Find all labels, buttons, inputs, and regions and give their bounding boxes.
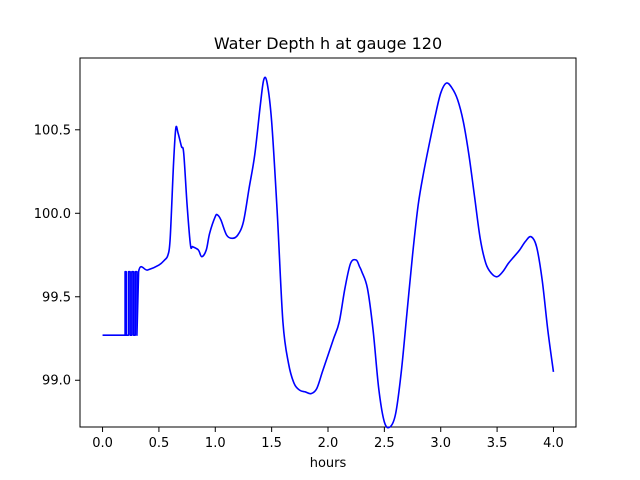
series-line [102, 76, 555, 429]
x-tick-label: 3.0 [430, 436, 451, 451]
y-tick-label: 100.5 [34, 123, 71, 138]
x-tick-label: 4.0 [543, 436, 564, 451]
y-tick-label: 99.0 [42, 374, 71, 389]
x-tick-label: 0.0 [92, 436, 113, 451]
y-axis: 99.0 99.5 100.0 100.5 [34, 123, 80, 389]
x-tick-label: 3.5 [487, 436, 508, 451]
x-tick-label: 0.5 [149, 436, 170, 451]
chart-title: Water Depth h at gauge 120 [214, 34, 442, 53]
y-tick-label: 99.5 [42, 290, 71, 305]
x-tick-label: 2.5 [374, 436, 395, 451]
x-axis: 0.0 0.5 1.0 1.5 2.0 2.5 3.0 3.5 4.0 [92, 427, 564, 451]
x-axis-label: hours [310, 456, 347, 471]
x-tick-label: 2.0 [318, 436, 339, 451]
y-tick-label: 100.0 [34, 207, 71, 222]
x-tick-label: 1.0 [205, 436, 226, 451]
x-tick-label: 1.5 [261, 436, 282, 451]
